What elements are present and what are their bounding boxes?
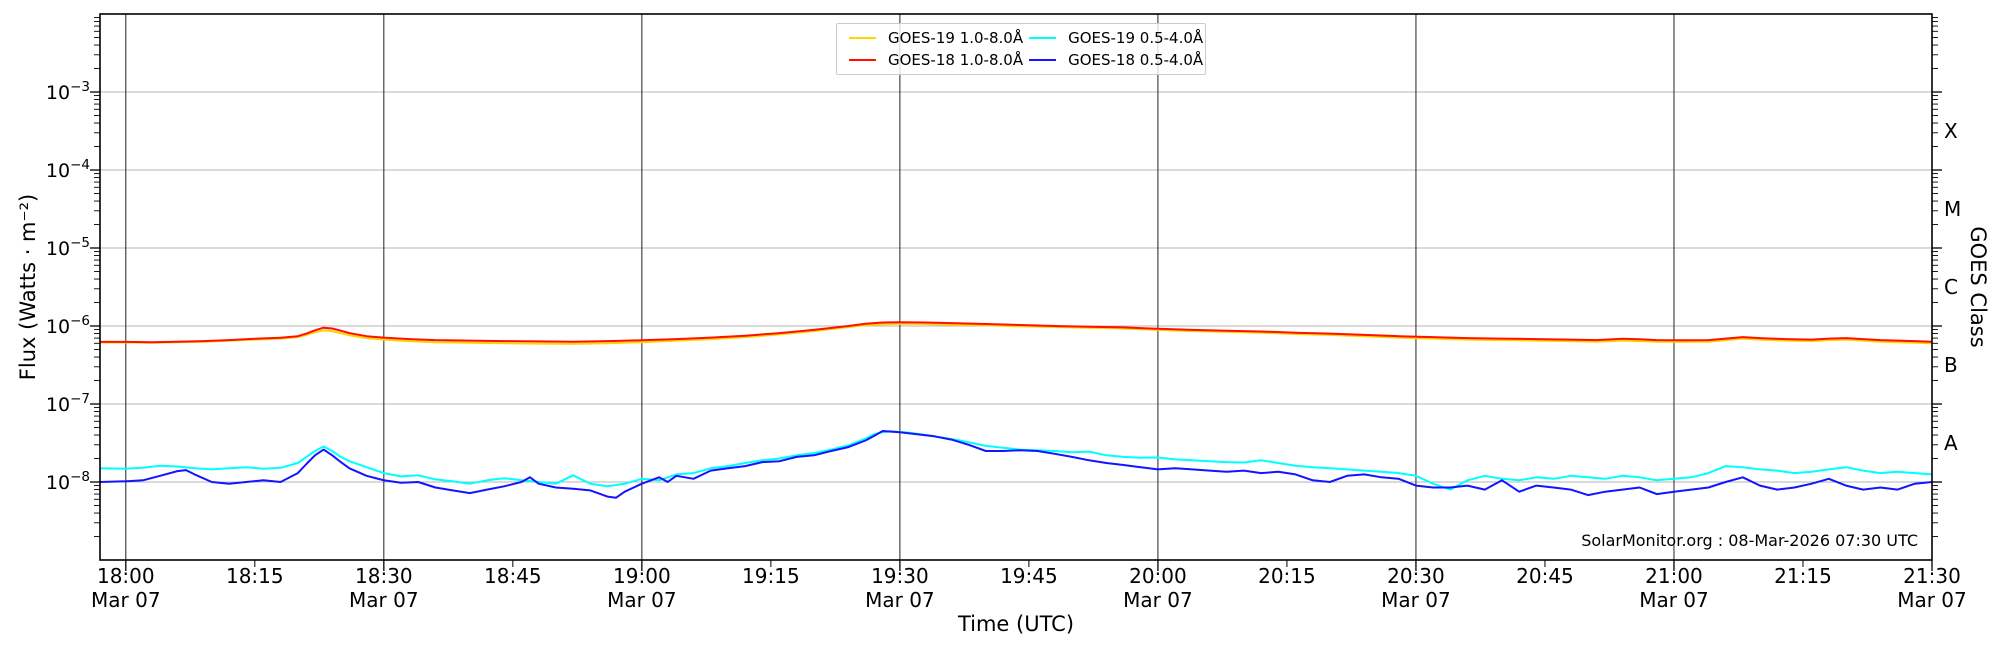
legend-item: GOES-18 1.0-8.0Å: [843, 51, 1023, 69]
x-tick-date-label: Mar 07: [1639, 588, 1709, 612]
x-tick-date-label: Mar 07: [1897, 588, 1967, 612]
series-group: [100, 321, 1932, 499]
series-line: [100, 322, 1932, 345]
x-tick-time-label: 19:15: [742, 564, 800, 588]
y-axis-title-right: GOES Class: [1966, 226, 1990, 348]
series-line: [100, 430, 1932, 499]
watermark-annotation: SolarMonitor.org : 08-Mar-2026 07:30 UTC: [1581, 531, 1918, 550]
x-tick-time-label: 19:45: [1000, 564, 1058, 588]
x-tick-time-label: 19:30: [871, 564, 929, 588]
goes-class-tick-label: C: [1944, 275, 1958, 299]
goes-class-tick-label: A: [1944, 431, 1958, 455]
series-line: [100, 430, 1932, 491]
x-tick-date-label: Mar 07: [349, 588, 419, 612]
x-tick-time-label: 21:15: [1774, 564, 1832, 588]
x-tick-date-label: Mar 07: [865, 588, 935, 612]
x-tick-time-label: 19:00: [613, 564, 671, 588]
legend-item: GOES-19 0.5-4.0Å: [1023, 29, 1203, 47]
goes-class-tick-label: B: [1944, 353, 1958, 377]
legend-label: GOES-18 0.5-4.0Å: [1068, 51, 1204, 69]
y-tick-label: 10−7: [46, 391, 90, 416]
y-tick-label: 10−5: [46, 235, 90, 260]
x-tick-time-label: 18:15: [226, 564, 284, 588]
y-tick-label: 10−4: [46, 157, 90, 182]
y-axis-title-left: Flux (Watts · m⁻²): [16, 193, 40, 381]
x-tick-date-label: Mar 07: [1123, 588, 1193, 612]
x-tick-date-label: Mar 07: [1381, 588, 1451, 612]
x-tick-time-label: 20:00: [1129, 564, 1187, 588]
x-tick-time-label: 18:00: [97, 564, 155, 588]
legend-label: GOES-18 1.0-8.0Å: [888, 51, 1024, 69]
x-tick-date-label: Mar 07: [607, 588, 677, 612]
y-tick-label: 10−8: [46, 469, 90, 494]
goes-class-tick-label: X: [1944, 119, 1958, 143]
legend-label: GOES-19 1.0-8.0Å: [888, 29, 1024, 47]
x-tick-date-label: Mar 07: [91, 588, 161, 612]
x-tick-time-label: 20:30: [1387, 564, 1445, 588]
legend-line-swatch: [1029, 36, 1057, 40]
x-tick-time-label: 18:30: [355, 564, 413, 588]
legend: GOES-19 1.0-8.0Å GOES-18 1.0-8.0Å GOES-1…: [836, 23, 1206, 75]
series-line: [100, 321, 1932, 344]
legend-item: GOES-19 1.0-8.0Å: [843, 29, 1023, 47]
x-tick-time-label: 20:15: [1258, 564, 1316, 588]
x-tick-time-label: 18:45: [484, 564, 542, 588]
x-tick-time-label: 21:30: [1903, 564, 1961, 588]
goes-class-tick-label: M: [1944, 197, 1961, 221]
x-tick-time-label: 21:00: [1645, 564, 1703, 588]
legend-label: GOES-19 0.5-4.0Å: [1068, 29, 1204, 47]
y-tick-label: 10−6: [46, 313, 90, 338]
x-axis-title: Time (UTC): [957, 612, 1075, 636]
legend-line-swatch: [849, 36, 876, 40]
legend-item: GOES-18 0.5-4.0Å: [1023, 51, 1203, 69]
plot-frame: [99, 13, 1933, 561]
y-tick-label: 10−3: [46, 79, 90, 104]
legend-line-swatch: [849, 58, 876, 62]
legend-line-swatch: [1029, 58, 1057, 62]
x-tick-time-label: 20:45: [1516, 564, 1574, 588]
